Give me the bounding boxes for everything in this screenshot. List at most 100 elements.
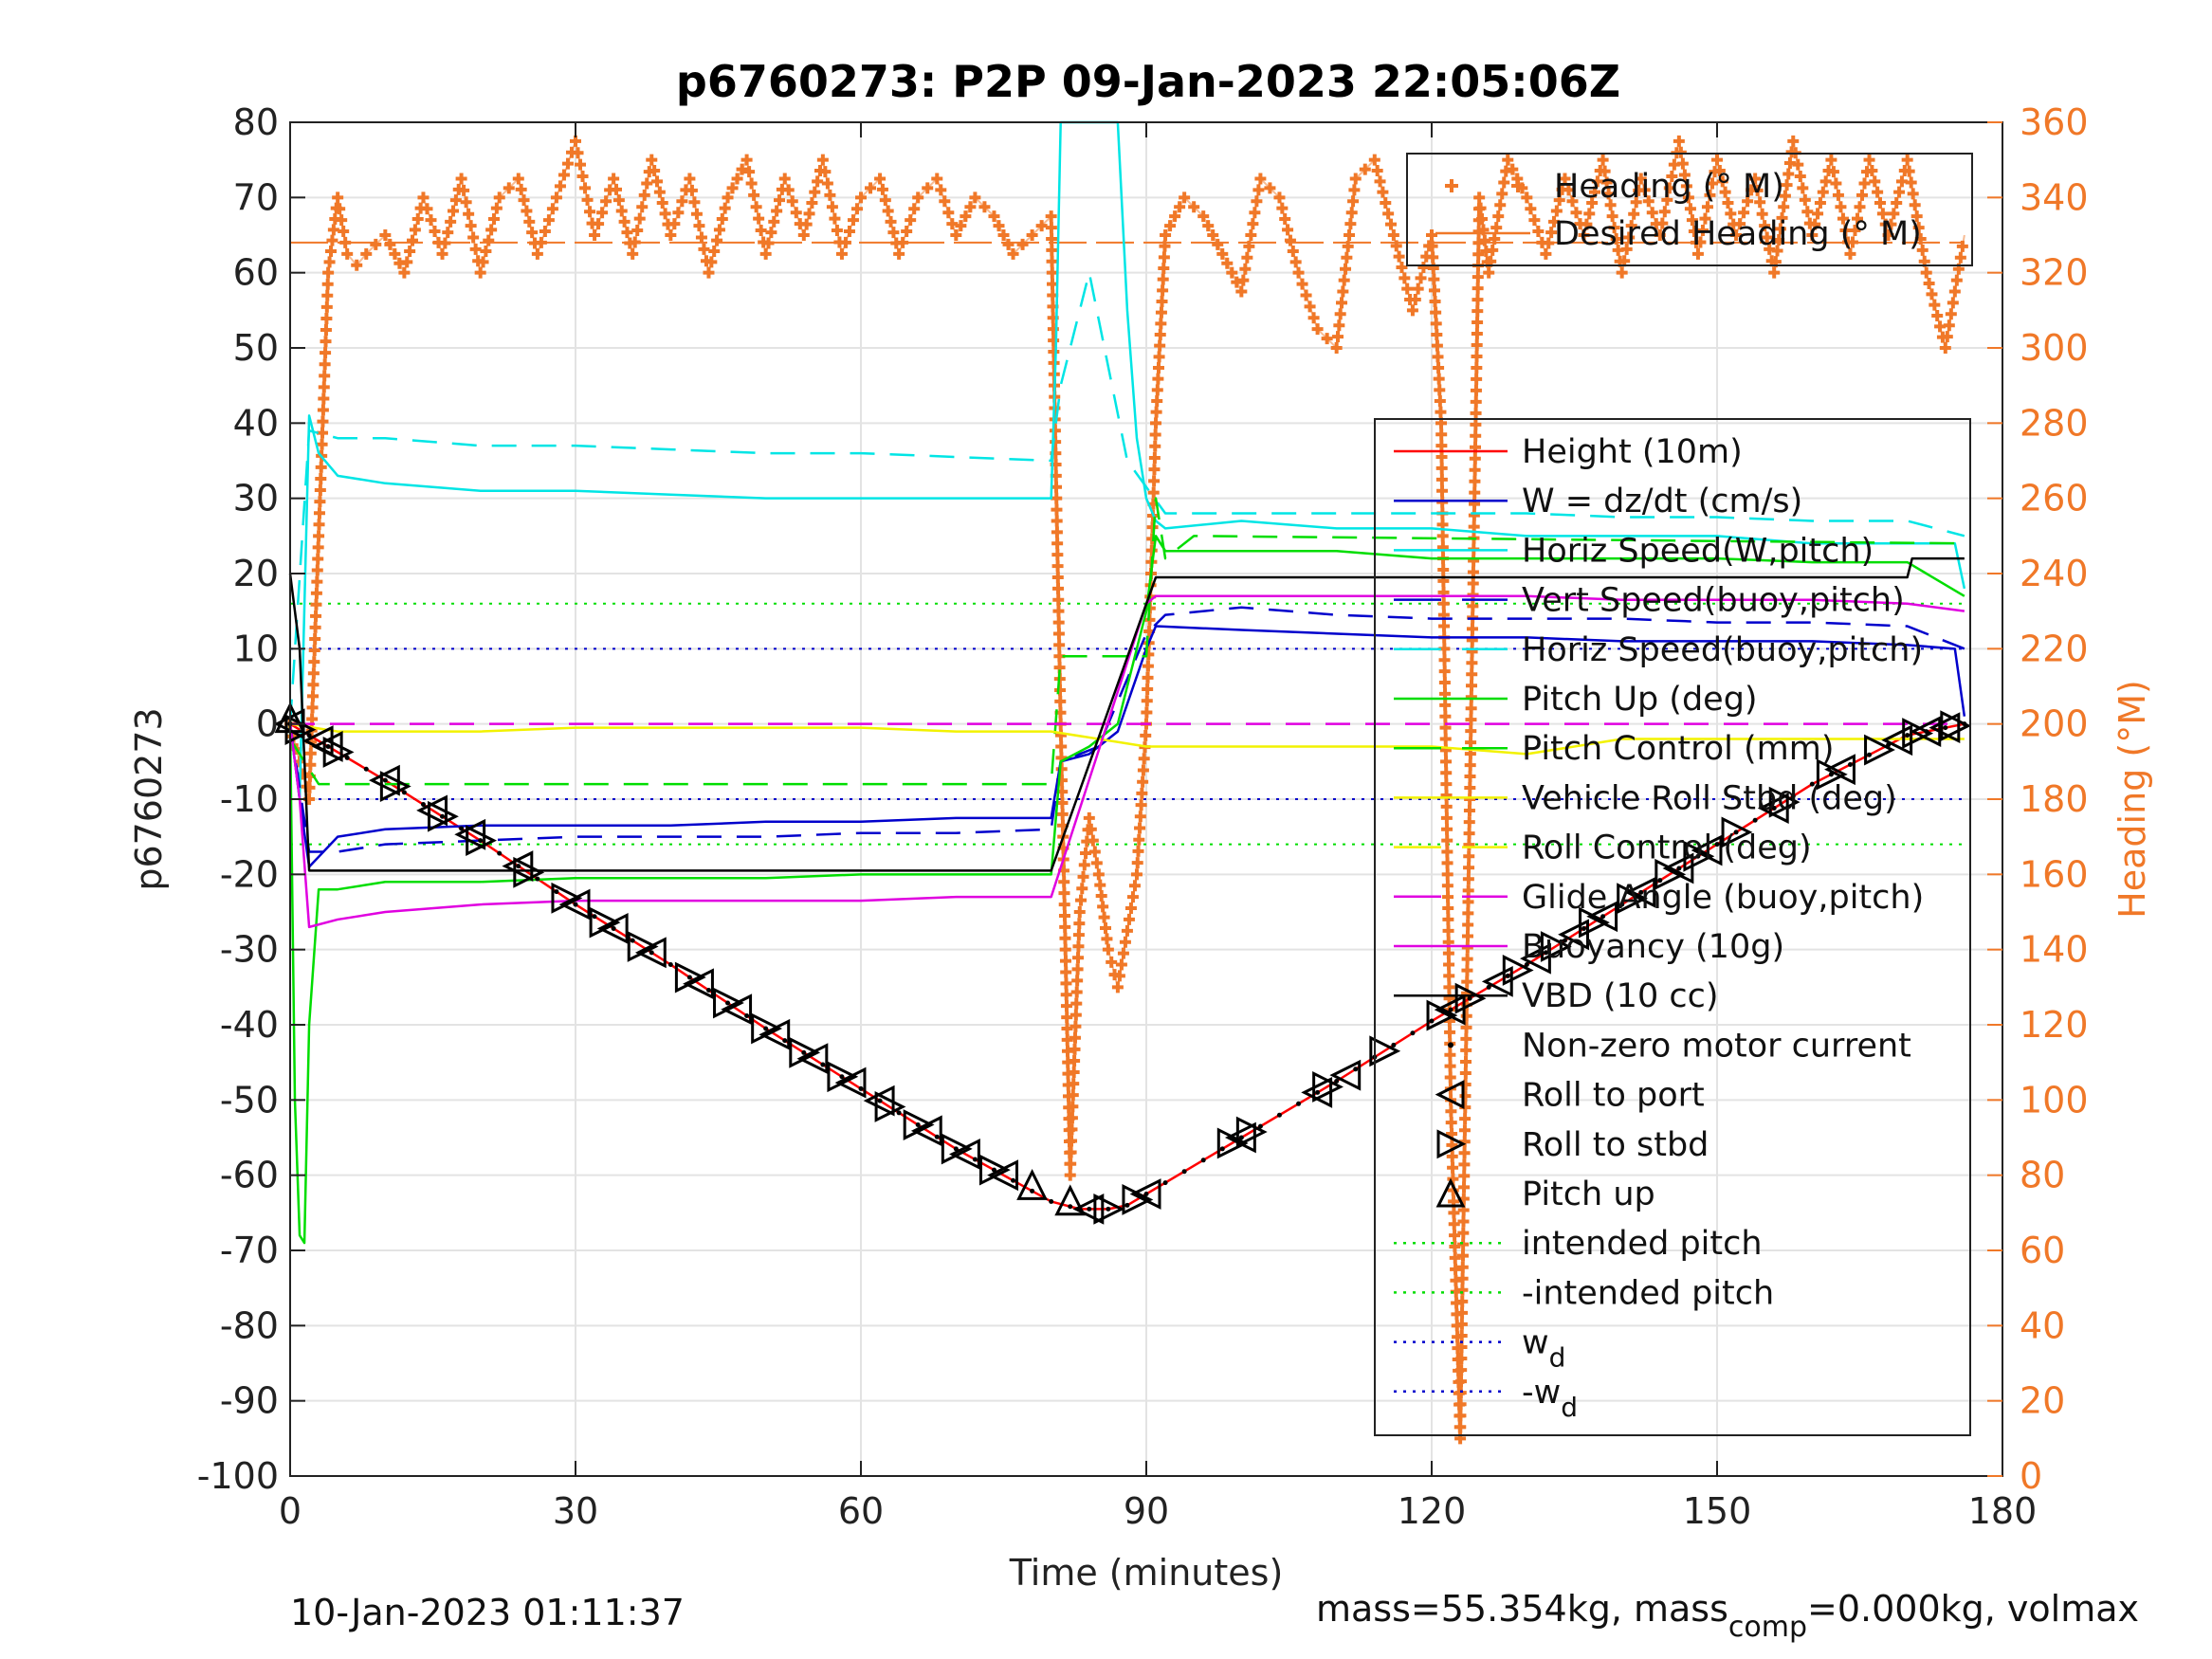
motor-current-dot: [1562, 938, 1567, 943]
roll-to-port-marker: [1929, 712, 1961, 744]
y-tick-label: -60: [220, 1155, 279, 1196]
motor-current-dot: [592, 914, 597, 920]
roll-to-stbd-marker: [789, 1036, 821, 1068]
y-tick-label: 70: [233, 176, 279, 218]
y2-tick-label: 80: [2020, 1155, 2065, 1196]
motor-current-dot: [1315, 1089, 1321, 1095]
roll-to-stbd-marker: [674, 961, 706, 994]
motor-current-dot: [1524, 962, 1529, 968]
legend-label-pitch-control-mm: Pitch Control (mm): [1522, 730, 1834, 768]
motor-current-dot: [915, 1122, 921, 1128]
motor-current-dot: [1543, 950, 1548, 956]
roll-to-stbd-marker: [466, 825, 498, 857]
motor-current-dot: [1847, 762, 1853, 768]
series-pitch-control-mm: [288, 497, 1965, 786]
motor-current-dot: [1448, 1007, 1453, 1012]
y2-axis-label: Heading (°M): [2111, 680, 2153, 919]
roll-to-stbd-marker: [1617, 883, 1649, 915]
legend-swatch-motor-current: [1448, 1042, 1453, 1048]
roll-to-stbd-marker: [513, 856, 545, 888]
legend-label-buoyancy-10g: Buoyancy (10g): [1522, 928, 1784, 966]
roll-to-stbd-marker: [713, 987, 744, 1019]
legend-label-roll-control-deg: Roll Control (deg): [1522, 830, 1812, 867]
motor-current-dot: [1943, 725, 1948, 731]
legend-label-subscript: d: [1549, 1342, 1566, 1374]
motor-current-dot: [1886, 742, 1892, 748]
motor-current-dot: [1676, 866, 1682, 871]
legend-label-intended-pitch: intended pitch: [1522, 1225, 1763, 1263]
pitch-up-marker: [1016, 1168, 1049, 1200]
y-tick-label: -10: [220, 778, 279, 820]
roll-to-port-marker: [1481, 965, 1513, 997]
heading-legend-label: Heading (° M): [1554, 168, 1784, 206]
heading-legend-box: [1406, 153, 1973, 266]
roll-to-stbd-marker: [1502, 955, 1534, 986]
roll-to-stbd-marker: [428, 800, 459, 832]
motor-current-dot: [991, 1167, 996, 1173]
legend-label-text: Pitch up: [1522, 1176, 1655, 1213]
footer-mass-text: mass=55.354kg, mass: [1316, 1588, 1728, 1630]
legend-label-horiz-speed-buoy-pitch: Horiz Speed(buoy,pitch): [1522, 631, 1923, 669]
roll-to-stbd-marker: [1540, 931, 1572, 962]
legend-label-roll-to-port: Roll to port: [1522, 1077, 1705, 1115]
footer-mass-sub: comp: [1728, 1611, 1807, 1644]
motor-current-dot: [1087, 1206, 1092, 1212]
legend-label-text: intended pitch: [1522, 1225, 1763, 1263]
y-axis-label: p6760273: [128, 707, 170, 890]
legend-label-horiz-speed-w-pitch: Horiz Speed(W,pitch): [1522, 532, 1874, 570]
motor-current-dot: [839, 1074, 845, 1080]
roll-to-stbd-marker: [1864, 734, 1895, 766]
roll-to-stbd-marker: [1683, 840, 1715, 872]
motor-current-dot: [1828, 772, 1834, 777]
motor-current-dot: [705, 988, 711, 994]
motor-current-dot: [1486, 984, 1491, 990]
legend-label-intended-pitch: -intended pitch: [1522, 1274, 1774, 1312]
legend-label-text: Roll Control (deg): [1522, 830, 1812, 867]
legend-label-glide-angle-buoy-pitch: Glide Angle (buoy,pitch): [1522, 879, 1924, 917]
y-tick-label: -90: [220, 1380, 279, 1422]
footer-mass-rest: =0.000kg, volmax: [1807, 1588, 2139, 1630]
roll-to-stbd-marker: [903, 1109, 935, 1140]
series-w-dz-dt-cm-s: [288, 625, 1966, 868]
legend-label-text: -intended pitch: [1522, 1274, 1774, 1312]
motor-current-dot: [306, 733, 312, 738]
motor-current-dot: [896, 1110, 902, 1116]
motor-current-dot: [344, 755, 350, 760]
series-buoyancy-10g: [288, 594, 1965, 929]
x-tick-label: 90: [1124, 1490, 1169, 1532]
roll-to-stbd-marker: [1235, 1116, 1268, 1148]
y2-tick-label: 320: [2020, 252, 2089, 294]
legend-label-text: Pitch Up (deg): [1522, 681, 1758, 719]
motor-current-dot: [1068, 1204, 1073, 1210]
roll-to-stbd-marker: [1369, 1035, 1401, 1067]
roll-to-stbd-marker: [1579, 906, 1610, 939]
roll-to-stbd-marker: [1816, 758, 1848, 791]
y2-tick-label: 60: [2020, 1230, 2065, 1271]
legend-label-text: Horiz Speed(buoy,pitch): [1522, 631, 1923, 669]
x-tick-label: 60: [838, 1490, 884, 1532]
roll-to-stbd-marker: [1426, 999, 1458, 1031]
roll-to-stbd-marker: [551, 882, 583, 914]
y-tick-label: -30: [220, 929, 279, 971]
y-tick-label: 60: [233, 252, 279, 294]
motor-current-dot: [1391, 1042, 1397, 1048]
legend-label-wd: wd: [1522, 1324, 1565, 1374]
roll-to-port-marker: [683, 968, 714, 1000]
motor-current-dot: [1049, 1198, 1054, 1204]
y-tick-label: -40: [220, 1004, 279, 1046]
motor-current-dot: [1353, 1066, 1359, 1072]
motor-current-dot: [1238, 1135, 1244, 1140]
roll-to-stbd-marker: [1312, 1071, 1344, 1103]
motor-current-dot: [1124, 1202, 1130, 1208]
y-tick-label: -80: [220, 1304, 279, 1346]
motor-current-dot: [782, 1038, 788, 1044]
motor-current-dot: [1619, 902, 1625, 907]
legend-label-text: Roll to port: [1522, 1077, 1705, 1115]
y-tick-label: -20: [220, 853, 279, 895]
roll-to-stbd-marker: [827, 1061, 859, 1093]
motor-current-dot: [1505, 973, 1510, 978]
motor-current-dot: [1924, 729, 1929, 735]
motor-current-dot: [459, 826, 465, 831]
motor-current-dot: [478, 838, 484, 844]
legend-swatch-roll-to-stbd: [1436, 1129, 1467, 1159]
